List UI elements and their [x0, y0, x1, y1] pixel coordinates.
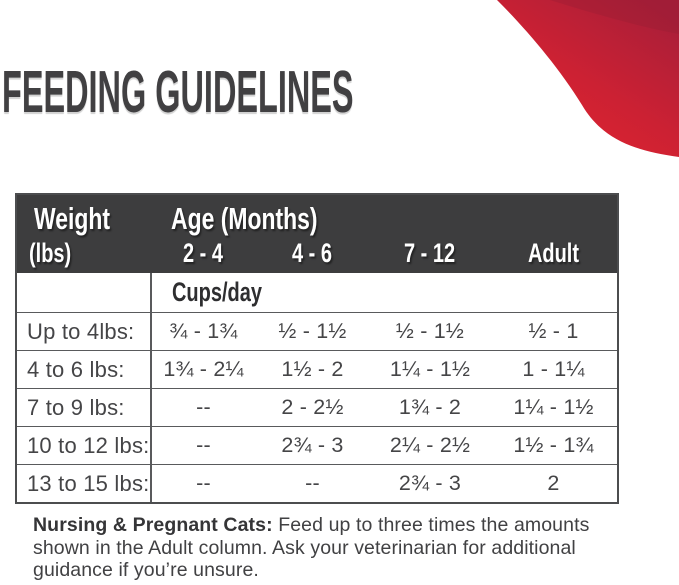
header-col-adult-label: Adult	[527, 237, 580, 268]
footnote-text: Feed up to three times the amounts shown…	[33, 514, 590, 582]
value-cell: 2 - 2½	[281, 395, 344, 419]
header-col-7-12: 7 - 12	[370, 238, 490, 269]
value-cell: --	[196, 395, 211, 419]
header-columns-row: (lbs) 2 - 4 4 - 6 7 - 12 Adult	[17, 236, 617, 270]
header-age: Age (Months)	[171, 201, 369, 237]
units-label: Cups/day	[172, 277, 262, 307]
value-cell: 2¾ - 3	[398, 471, 462, 495]
value-cell: ½ - 1	[528, 319, 579, 343]
weight-label: Up to 4lbs:	[27, 318, 135, 344]
header-col-4-6: 4 - 6	[255, 238, 370, 269]
header-col-2-4-label: 2 - 4	[183, 237, 224, 268]
header-weight-label: Weight	[34, 201, 111, 236]
weight-cell: 7 to 9 lbs:	[17, 389, 152, 426]
table-row: 4 to 6 lbs: 1¾ - 2¼ 1½ - 2 1¼ - 1½ 1 - 1…	[17, 350, 617, 388]
page-title: FEEDING GUIDELINES	[2, 59, 354, 125]
feeding-table: Weight Age (Months) (lbs) 2 - 4 4 - 6 7 …	[15, 193, 619, 504]
header-col-4-6-label: 4 - 6	[292, 237, 333, 268]
weight-cell: 4 to 6 lbs:	[17, 351, 152, 388]
units-cell: Cups/day	[152, 277, 617, 308]
weight-cell: 10 to 12 lbs:	[17, 427, 152, 464]
value-cell: 2	[547, 471, 560, 495]
value-cell: 1 - 1¼	[522, 357, 585, 381]
value-cell: ¾ - 1¾	[169, 319, 238, 343]
value-cell: --	[196, 433, 211, 457]
table-row: Up to 4lbs: ¾ - 1¾ ½ - 1½ ½ - 1½ ½ - 1	[17, 312, 617, 350]
value-cell: 2¼ - 2½	[389, 433, 471, 457]
weight-cell: 13 to 15 lbs:	[17, 465, 152, 502]
weight-label: 4 to 6 lbs:	[27, 356, 125, 382]
header-age-label: Age (Months)	[171, 201, 318, 236]
header-col-adult: Adult	[490, 238, 617, 269]
table-row: 13 to 15 lbs: -- -- 2¾ - 3 2	[17, 464, 617, 502]
value-cell: 2¾ - 3	[281, 433, 344, 457]
value-cell: 1½ - 1¾	[513, 433, 594, 457]
weight-label: 7 to 9 lbs:	[27, 394, 125, 420]
footnote: Nursing & Pregnant Cats: Feed up to thre…	[33, 514, 615, 582]
units-row: Cups/day	[17, 273, 617, 312]
header-lbs-label: (lbs)	[29, 237, 72, 268]
weight-label: 13 to 15 lbs:	[27, 470, 150, 496]
value-cell: 1¼ - 1½	[513, 395, 594, 419]
value-cell: 1¼ - 1½	[389, 357, 471, 381]
value-cell: 1¾ - 2	[398, 395, 462, 419]
value-cell: --	[305, 471, 320, 495]
units-row-spacer	[17, 273, 152, 312]
table-body: Up to 4lbs: ¾ - 1¾ ½ - 1½ ½ - 1½ ½ - 1 4…	[17, 312, 617, 502]
value-cell: 1½ - 2	[281, 357, 344, 381]
weight-label: 10 to 12 lbs:	[27, 432, 150, 458]
table-row: 10 to 12 lbs: -- 2¾ - 3 2¼ - 2½ 1½ - 1¾	[17, 426, 617, 464]
header-lbs: (lbs)	[17, 238, 152, 269]
footnote-lead: Nursing & Pregnant Cats:	[33, 514, 273, 536]
value-cell: --	[196, 471, 211, 495]
value-cell: 1¾ - 2¼	[163, 357, 244, 381]
table-row: 7 to 9 lbs: -- 2 - 2½ 1¾ - 2 1¼ - 1½	[17, 388, 617, 426]
value-cell: ½ - 1½	[395, 319, 465, 343]
weight-cell: Up to 4lbs:	[17, 313, 152, 350]
value-cell: ½ - 1½	[278, 319, 347, 343]
header-col-7-12-label: 7 - 12	[404, 237, 456, 268]
header-col-2-4: 2 - 4	[152, 238, 255, 269]
header-weight: Weight	[34, 201, 137, 237]
table-header: Weight Age (Months) (lbs) 2 - 4 4 - 6 7 …	[17, 195, 617, 273]
